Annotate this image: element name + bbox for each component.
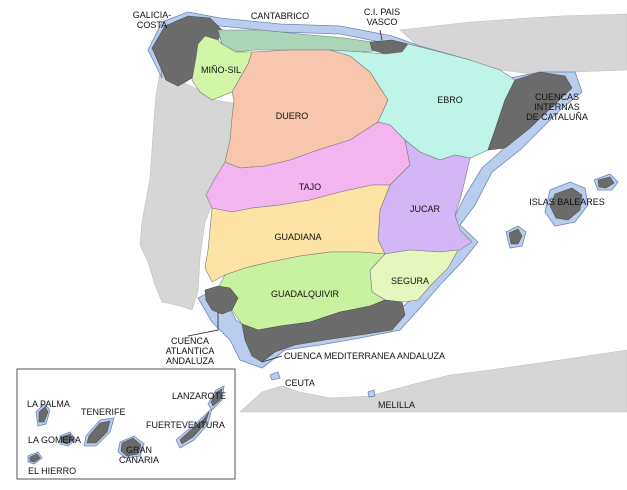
leader-atlantica: [187, 312, 219, 337]
el-hierro-island[interactable]: [29, 453, 41, 463]
label-jucar: JUCAR: [410, 204, 441, 214]
basin-atlantica-andaluza[interactable]: [204, 285, 239, 315]
melilla-marker: [367, 389, 376, 398]
label-mediterranea: CUENCA MEDITERRANEA ANDALUZA: [284, 351, 445, 361]
leader-pais-vasco: [379, 29, 383, 41]
menorca-island[interactable]: [597, 176, 615, 189]
label-tenerife: TENERIFE: [81, 407, 126, 417]
basin-mediterranea-andaluza[interactable]: [241, 299, 406, 363]
label-lanzarote: LANZAROTE: [172, 391, 226, 401]
label-baleares: ISLAS BALEARES: [529, 197, 605, 207]
label-duero: DUERO: [276, 111, 309, 121]
label-ebro: EBRO: [437, 95, 463, 105]
la-gomera-island[interactable]: [61, 433, 74, 445]
mallorca-island[interactable]: [549, 187, 583, 221]
fuerteventura-island[interactable]: [179, 411, 210, 445]
ibiza-island[interactable]: [508, 228, 523, 245]
label-pais-vasco: C.I. PAIS VASCO: [364, 7, 400, 27]
label-la-gomera: LA GOMERA: [28, 435, 81, 445]
basins: [151, 15, 573, 363]
label-guadiana: GUADIANA: [274, 232, 321, 242]
label-atlantica: CUENCA ATLANTICA ANDALUZA: [166, 336, 215, 366]
label-segura: SEGURA: [391, 276, 429, 286]
leader-lines: [187, 29, 383, 363]
leader-mediterranea: [261, 355, 283, 363]
basin-cataluna[interactable]: [487, 71, 573, 151]
neighbour-land: [139, 13, 627, 413]
baleares-islands: [505, 173, 619, 249]
label-mino-sil: MIÑO-SIL: [201, 65, 241, 75]
label-cataluna: CUENCAS INTERNAS DE CATALUÑA: [526, 92, 588, 122]
label-el-hierro: EL HIERRO: [28, 466, 76, 476]
africa-land: [239, 349, 627, 413]
label-melilla: MELILLA: [378, 400, 415, 410]
label-gran-canaria: GRAN CANARIA: [119, 445, 159, 465]
label-fuerteventura: FUERTEVENTURA: [146, 420, 225, 430]
canarias-islands: [27, 385, 225, 465]
label-ceuta: CEUTA: [285, 378, 315, 388]
basin-labels: GALICIA-COSTA CANTABRICO C.I. PAIS VASCO MIÑ…: [27, 7, 605, 476]
label-guadalquivir: GUADALQUIVIR: [271, 289, 340, 299]
tenerife-island[interactable]: [86, 420, 111, 444]
label-cantabrico: CANTABRICO: [251, 11, 309, 21]
la-palma-island[interactable]: [38, 406, 49, 423]
label-galicia: GALICIA-COSTA: [133, 10, 172, 30]
label-tajo: TAJO: [299, 182, 321, 192]
label-la-palma: LA PALMA: [27, 399, 70, 409]
gran-canaria-island[interactable]: [120, 437, 142, 457]
ceuta-marker: [269, 371, 281, 381]
lanzarote-island[interactable]: [210, 388, 223, 407]
